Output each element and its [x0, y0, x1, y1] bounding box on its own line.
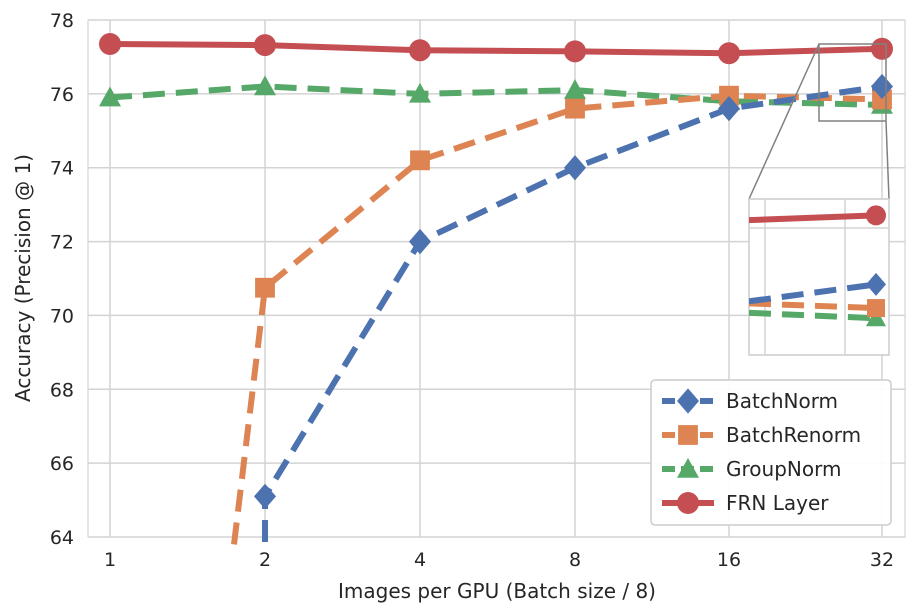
series-batchrenorm	[231, 85, 892, 545]
zoom-connector-left	[748, 43, 820, 200]
inset-frn-layer-line	[749, 212, 879, 224]
x-tick-label-1: 1	[104, 549, 116, 571]
y-tick-label-64: 64	[50, 527, 74, 549]
y-tick-label-78: 78	[50, 10, 74, 32]
point-frn-layer-8	[564, 40, 586, 63]
point-groupnorm-1	[99, 86, 121, 107]
y-tick-label-76: 76	[50, 84, 74, 106]
inset-batchrenorm-line	[749, 300, 877, 312]
inset-batchrenorm	[749, 299, 885, 318]
point-frn-layer-1	[99, 33, 121, 56]
point-batchnorm-8	[564, 155, 586, 181]
point-batchnorm-2	[254, 483, 276, 510]
y-tick-label-70: 70	[50, 305, 74, 327]
point-frn-layer-4	[409, 39, 431, 62]
legend-entry-frn-layer-marker	[677, 492, 699, 514]
x-tick-label-2: 2	[259, 549, 271, 571]
y-tick-label-66: 66	[50, 453, 74, 475]
tick-labels: 1 2 4 8 16 32 64 66 68 70 72 74 76 78	[50, 10, 894, 571]
point-batchnorm-32	[871, 73, 893, 100]
inset-frame	[748, 198, 890, 356]
y-tick-label-68: 68	[50, 379, 74, 401]
legend-entry-groupnorm-marker	[677, 458, 699, 478]
point-batchrenorm-4	[410, 150, 430, 171]
legend-entry-batchrenorm: BatchRenorm	[662, 423, 861, 447]
y-tick-label-74: 74	[50, 158, 74, 180]
point-frn-layer-2	[254, 34, 276, 57]
zoom-connector-right	[885, 120, 890, 200]
inset-frn-layer	[749, 205, 886, 226]
legend-entry-batchnorm-label: BatchNorm	[726, 389, 838, 413]
inset-groupnorm-line	[749, 309, 877, 322]
series-line-batchrenorm	[231, 92, 883, 545]
legend-entry-frn-layer: FRN Layer	[662, 491, 829, 515]
point-groupnorm-2	[254, 75, 276, 96]
legend-entry-batchrenorm-label: BatchRenorm	[726, 423, 861, 447]
x-tick-label-32: 32	[870, 549, 894, 571]
x-tick-label-4: 4	[414, 549, 426, 571]
point-frn-layer-16	[718, 42, 740, 65]
point-groupnorm-8	[564, 79, 586, 99]
zoom-region-box	[818, 43, 887, 122]
series-line-frn-layer	[107, 41, 885, 57]
legend: BatchNorm BatchRenorm GroupNorm FRN Layer	[650, 379, 892, 526]
inset	[748, 43, 890, 356]
point-frn-layer-32	[871, 37, 893, 60]
x-axis-label: Images per GPU (Batch size / 8)	[338, 579, 656, 603]
x-tick-label-16: 16	[717, 549, 741, 571]
inset-frn-layer-point	[866, 205, 886, 226]
legend-entry-batchrenorm-marker	[678, 425, 698, 445]
inset-plot	[749, 199, 889, 355]
point-batchnorm-4	[409, 228, 431, 255]
point-batchrenorm-32	[872, 89, 892, 110]
inset-batchnorm	[749, 272, 886, 305]
inset-groupnorm-point	[866, 308, 886, 327]
x-tick-label-8: 8	[569, 549, 581, 571]
y-tick-label-72: 72	[50, 232, 74, 254]
point-batchrenorm-8	[565, 98, 585, 119]
legend-entry-groupnorm-label: GroupNorm	[726, 457, 841, 481]
inset-groupnorm	[749, 308, 886, 327]
series-layer	[99, 33, 893, 545]
y-axis-label: Accuracy (Precision @ 1)	[11, 154, 35, 402]
inset-batchrenorm-point	[867, 299, 885, 318]
point-batchrenorm-16	[719, 85, 739, 106]
point-batchnorm-16	[718, 95, 740, 122]
inset-batchnorm-line	[749, 281, 877, 305]
legend-entry-batchnorm-marker	[677, 388, 699, 414]
legend-entry-frn-layer-label: FRN Layer	[726, 491, 829, 515]
legend-entry-batchnorm: BatchNorm	[662, 388, 838, 414]
point-batchrenorm-2	[255, 277, 275, 298]
inset-batchnorm-point	[866, 272, 886, 296]
point-groupnorm-4	[409, 82, 431, 103]
legend-entry-groupnorm: GroupNorm	[662, 457, 841, 481]
series-batchnorm	[254, 73, 893, 542]
legend-box	[650, 379, 892, 526]
series-line-groupnorm	[109, 83, 883, 108]
